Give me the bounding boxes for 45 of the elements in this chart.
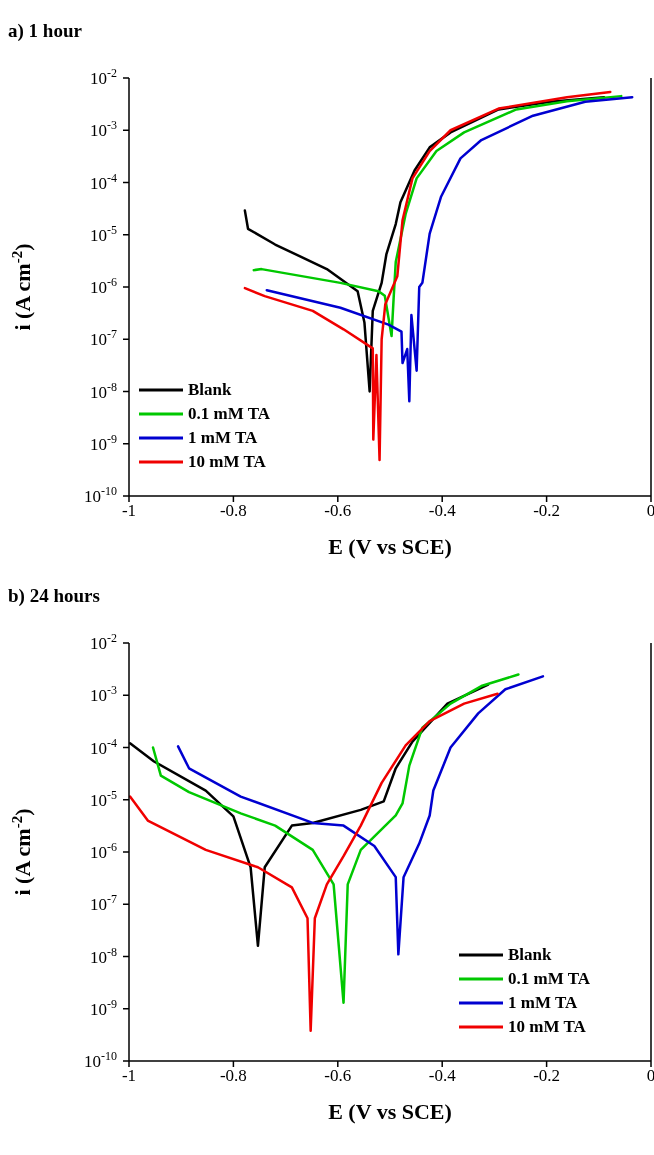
- y-tick-label: 10$^{-7}$: [90, 892, 117, 915]
- legend-label: Blank: [188, 380, 232, 400]
- x-tick-label: -0.2: [533, 501, 561, 521]
- y-tick-label: 10$^{-7}$: [90, 327, 117, 350]
- legend-label: 1 mM TA: [188, 428, 258, 448]
- x-tick-label: -0.2: [533, 1066, 561, 1086]
- line-series: [129, 692, 499, 1032]
- legend-label: 10 mM TA: [508, 1017, 586, 1037]
- y-tick-label: 10$^{-4}$: [90, 735, 117, 758]
- y-tick-label: 10$^{-5}$: [90, 787, 117, 810]
- y-tick-label: 10$^{-3}$: [90, 683, 117, 706]
- legend-label: 0.1 mM TA: [508, 969, 591, 989]
- x-tick-label: -0.4: [428, 1066, 457, 1086]
- x-tick-label: -0.8: [219, 501, 247, 521]
- x-tick-label: -1: [121, 1066, 137, 1086]
- y-tick-label: 10$^{-4}$: [90, 170, 117, 193]
- y-tick-label: 10$^{-9}$: [90, 431, 117, 454]
- y-tick-label: 10$^{-8}$: [90, 944, 117, 967]
- y-tick-label: 10$^{-3}$: [90, 118, 117, 141]
- y-tick-label: 10$^{-6}$: [90, 275, 117, 297]
- legend-label: 0.1 mM TA: [188, 404, 271, 424]
- y-tick-label: 10$^{-10}$: [84, 1049, 117, 1071]
- x-tick-label: -0.6: [324, 1066, 352, 1086]
- y-tick-label: 10$^{-2}$: [90, 631, 117, 653]
- y-tick-label: 10$^{-9}$: [90, 996, 117, 1019]
- x-tick-label: 0: [646, 501, 654, 521]
- y-tick-label: 10$^{-8}$: [90, 379, 117, 402]
- line-series: [252, 94, 623, 338]
- line-series: [265, 95, 634, 403]
- chart-title: b) 24 hours: [8, 585, 100, 607]
- x-axis-title: E (V vs SCE): [328, 534, 452, 559]
- x-tick-label: -1: [121, 501, 137, 521]
- x-tick-label: -0.6: [324, 501, 352, 521]
- legend-label: 1 mM TA: [508, 993, 578, 1013]
- x-tick-label: -0.8: [219, 1066, 247, 1086]
- y-tick-label: 10$^{-5}$: [90, 222, 117, 245]
- x-tick-label: -0.4: [428, 501, 457, 521]
- x-tick-label: 0: [646, 1066, 654, 1086]
- legend-label: Blank: [508, 945, 552, 965]
- chart-title: a) 1 hour: [8, 20, 82, 42]
- legend-label: 10 mM TA: [188, 452, 266, 472]
- x-axis-title: E (V vs SCE): [328, 1099, 452, 1124]
- y-tick-label: 10$^{-10}$: [84, 484, 117, 506]
- y-tick-label: 10$^{-2}$: [90, 66, 117, 88]
- y-tick-label: 10$^{-6}$: [90, 840, 117, 862]
